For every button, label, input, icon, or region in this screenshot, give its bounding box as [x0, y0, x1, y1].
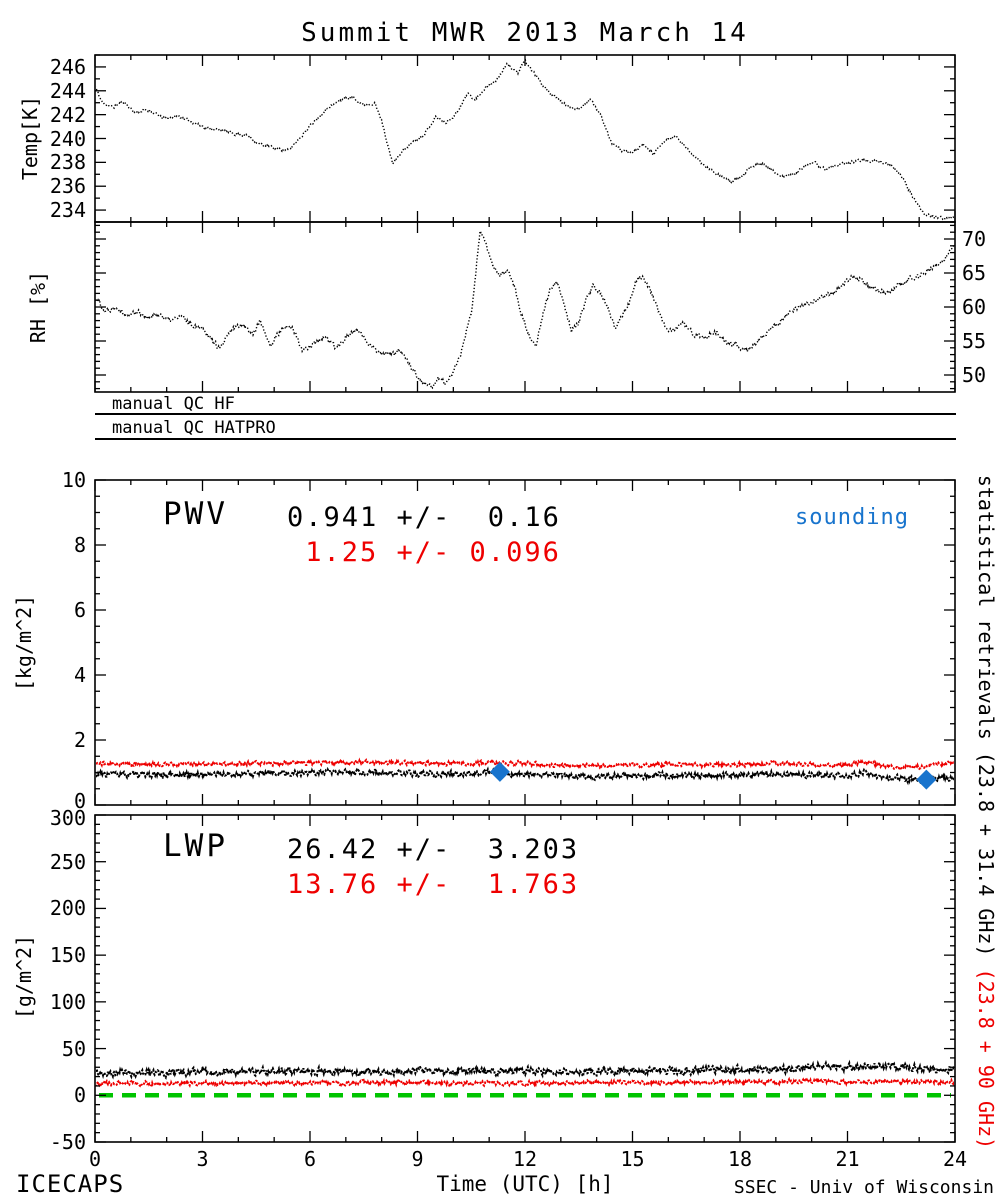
sounding-legend-label: sounding: [795, 505, 909, 530]
y-tick-label: 238: [49, 150, 86, 175]
lwp-stat-secondary: 13.76 +/- 1.763: [287, 869, 580, 900]
trace-hf-temperature: [96, 58, 954, 221]
y-tick-label: 244: [49, 78, 86, 103]
y-tick-label: 8: [73, 533, 86, 557]
panel-frame: [94, 54, 956, 223]
y-tick-label: 6: [73, 598, 86, 622]
y-tick-label: 55: [962, 329, 987, 353]
y-tick-label: 10: [61, 468, 86, 492]
x-tick-label: 15: [620, 1147, 645, 1171]
panel-rh: [94, 221, 956, 393]
y-tick-label: 60: [962, 295, 987, 319]
right-axis-label: statistical retrievals (23.8 + 31.4 GHz)…: [974, 475, 998, 1149]
sounding-marker: [489, 761, 510, 782]
y-tick-label: 4: [73, 663, 86, 687]
sounding-marker: [916, 769, 937, 790]
y-tick-label: 234: [49, 198, 86, 223]
x-tick-label: 6: [303, 1147, 317, 1171]
x-axis-title: Time (UTC) [h]: [436, 1172, 614, 1196]
y-tick-label: 150: [49, 943, 86, 968]
page-title: Summit MWR 2013 March 14: [301, 18, 749, 48]
x-tick-label: 18: [727, 1147, 753, 1171]
x-tick-label: 0: [88, 1147, 102, 1171]
qc-row-hatpro-line: [95, 438, 956, 440]
pwv-panel-label: PWV: [163, 496, 228, 532]
y-tick-label: 236: [49, 174, 86, 199]
panel-temp: [94, 54, 956, 223]
right-axis-label-statistical: statistical retrievals (23.8 + 31.4 GHz): [974, 474, 998, 957]
x-tick-label: 3: [196, 1147, 209, 1171]
panel-pwv: [94, 479, 956, 806]
x-tick-label: 12: [512, 1147, 538, 1171]
trace-pwv-23.8-31.4: [96, 766, 954, 786]
trace-lwp-23.8-90: [96, 1076, 954, 1089]
lwp-stat-primary: 26.42 +/- 3.203: [287, 834, 580, 865]
panel-frame: [94, 221, 956, 393]
pwv-stat-primary: 0.941 +/- 0.16: [287, 502, 561, 533]
y-tick-label: 100: [49, 989, 86, 1014]
y-tick-label: 0: [73, 789, 86, 813]
trace-lwp-23.8-31.4: [96, 1058, 954, 1080]
y-tick-label: -50: [49, 1130, 86, 1154]
y-tick-label: 0: [73, 1083, 86, 1108]
ssec-credit-label: SSEC - Univ of Wisconsin: [733, 1177, 994, 1198]
pwv-stat-secondary: 1.25 +/- 0.096: [287, 537, 561, 568]
y-tick-label: 200: [49, 896, 86, 921]
icecaps-label: ICECAPS: [16, 1170, 125, 1198]
y-tick-label: 250: [49, 849, 86, 874]
trace-pwv-23.8-90: [96, 757, 954, 771]
panel-lwp: [94, 814, 956, 1143]
rh-y-axis-label: RH [%]: [26, 270, 50, 344]
y-tick-label: 50: [962, 363, 987, 387]
y-tick-label: 50: [61, 1036, 86, 1061]
y-tick-label: 2: [73, 728, 86, 752]
x-tick-label: 21: [835, 1147, 860, 1171]
trace-hatpro-rh: [96, 228, 954, 390]
qc-row-hatpro-label: manual QC HATPRO: [112, 418, 276, 438]
lwp-panel-label: LWP: [163, 828, 228, 864]
y-tick-label: 242: [49, 102, 86, 127]
x-tick-label: 9: [411, 1147, 424, 1171]
x-tick-label: 24: [942, 1147, 968, 1171]
y-tick-label: 65: [962, 261, 987, 285]
y-tick-label: 246: [49, 54, 86, 79]
right-axis-label-90ghz: (23.8 + 90 GHz): [974, 956, 998, 1150]
qc-row-hf-line: [95, 413, 956, 415]
y-tick-label: 70: [962, 227, 987, 251]
y-tick-label: 240: [49, 126, 86, 151]
qc-row-hf-label: manual QC HF: [112, 394, 235, 414]
y-tick-label: 300: [49, 806, 86, 830]
